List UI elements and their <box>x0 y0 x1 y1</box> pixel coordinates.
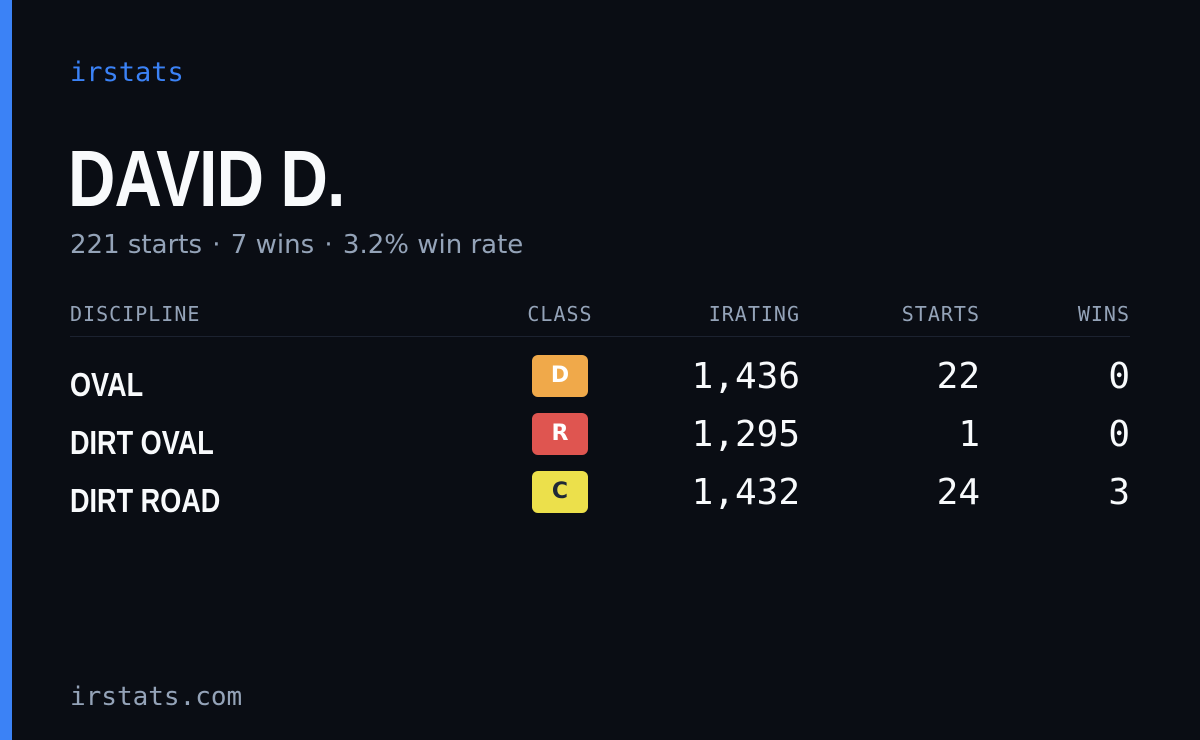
column-header-starts: STARTS <box>901 302 980 326</box>
accent-bar <box>0 0 12 740</box>
discipline-name: DIRT OVAL <box>70 424 214 461</box>
table-row: OVAL D 1,436 22 0 <box>70 353 1130 411</box>
wins-value: 0 <box>1108 414 1130 455</box>
table-body: OVAL D 1,436 22 0 DIRT OVAL R 1,295 1 0 … <box>70 337 1130 527</box>
irating-value: 1,295 <box>691 414 800 455</box>
summary-separator: · <box>324 230 333 260</box>
column-header-wins: WINS <box>1077 302 1130 326</box>
starts-summary: 221 starts <box>70 230 202 260</box>
discipline-name: OVAL <box>70 366 144 403</box>
discipline-stats-table: DISCIPLINE CLASS IRATING STARTS WINS OVA… <box>70 296 1130 527</box>
irating-value: 1,432 <box>691 472 800 513</box>
player-summary: 221 starts · 7 wins · 3.2% win rate <box>70 228 523 262</box>
summary-separator: · <box>212 230 221 260</box>
irating-value: 1,436 <box>691 356 800 397</box>
footer-domain-link[interactable]: irstats.com <box>70 682 243 712</box>
wins-value: 3 <box>1108 472 1130 513</box>
brand-logo-text[interactable]: irstats <box>70 57 184 88</box>
table-row: DIRT ROAD C 1,432 24 3 <box>70 469 1130 527</box>
class-badge: D <box>532 355 588 397</box>
column-header-discipline: DISCIPLINE <box>70 302 201 326</box>
table-header-row: DISCIPLINE CLASS IRATING STARTS WINS <box>70 296 1130 337</box>
starts-value: 24 <box>936 472 980 513</box>
wins-summary: 7 wins <box>230 230 315 260</box>
class-badge: R <box>532 413 588 455</box>
class-badge: C <box>532 471 588 513</box>
column-header-class: CLASS <box>527 302 593 326</box>
starts-value: 1 <box>958 414 980 455</box>
column-header-irating: IRATING <box>708 302 800 326</box>
wins-value: 0 <box>1108 356 1130 397</box>
player-name: DAVID D. <box>68 134 345 223</box>
table-row: DIRT OVAL R 1,295 1 0 <box>70 411 1130 469</box>
winrate-summary: 3.2% win rate <box>342 230 524 260</box>
discipline-name: DIRT ROAD <box>70 482 221 519</box>
starts-value: 22 <box>936 356 980 397</box>
